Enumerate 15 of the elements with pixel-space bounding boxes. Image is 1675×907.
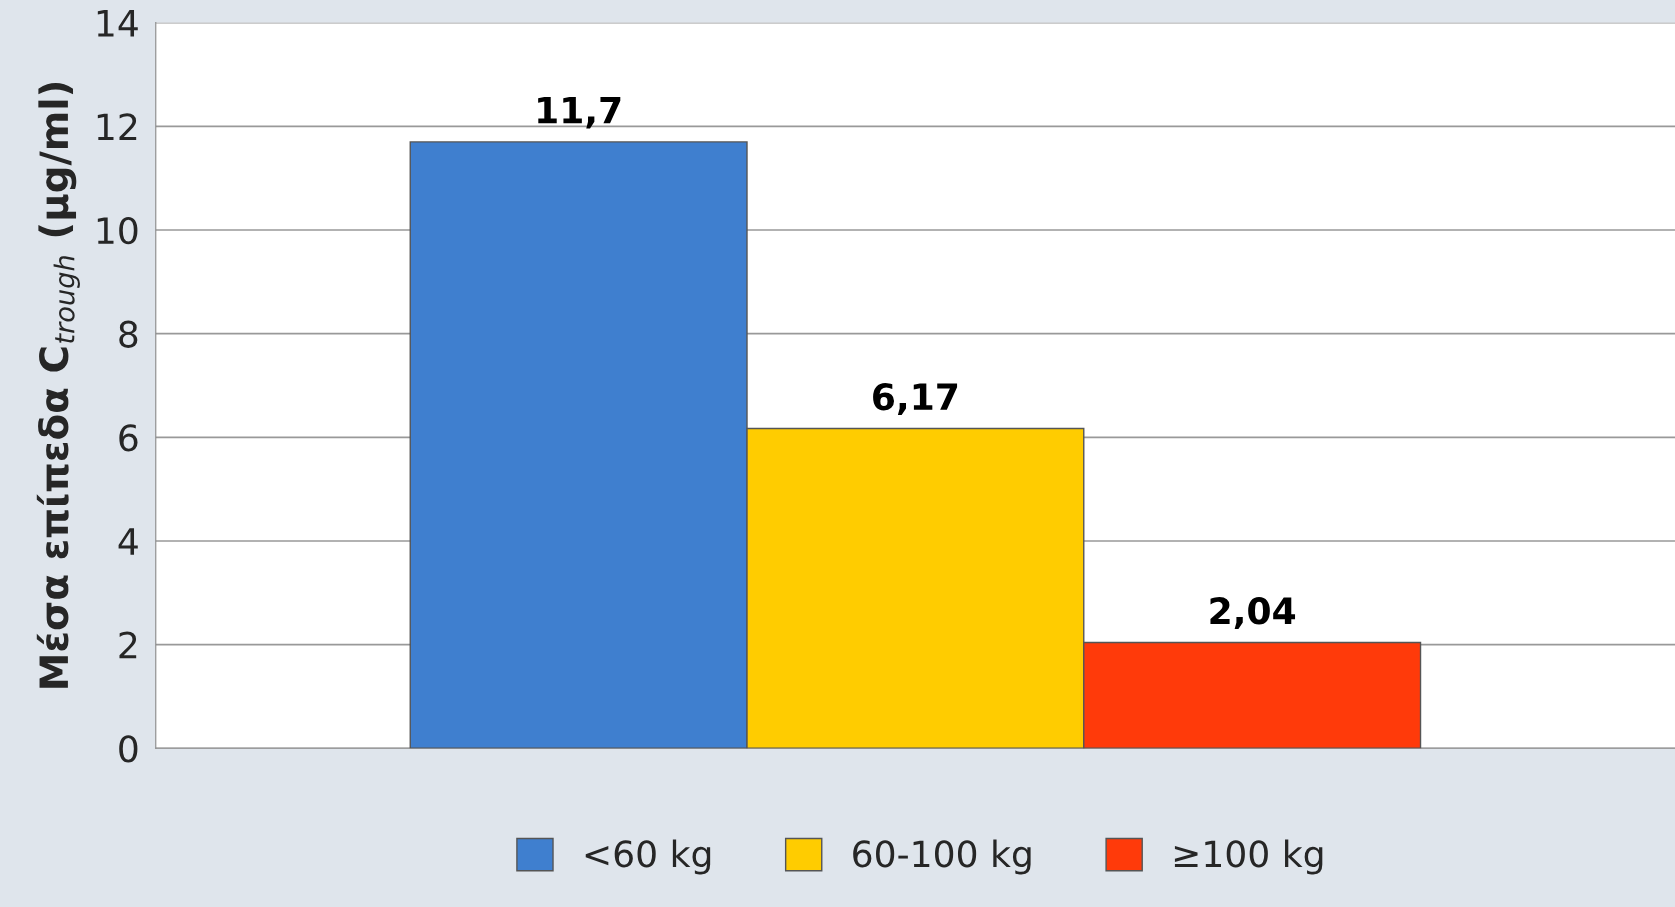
legend-label: <60 kg (585, 839, 711, 875)
y-axis-title: Μέσα επίπεδα C$_{trough}$ (μg/ml) (36, 82, 80, 688)
legend-label: ≥100 kg (1174, 839, 1323, 875)
data-label: 2,04 (1210, 597, 1296, 630)
y-tick-label: 2 (119, 631, 137, 659)
y-tick-label: 8 (119, 320, 138, 348)
data-label: 6,17 (873, 383, 958, 415)
y-tick-label: 12 (97, 113, 137, 141)
y-tick-label: 0 (119, 735, 138, 763)
y-tick-label: 4 (118, 528, 138, 555)
y-tick-label: 14 (97, 10, 138, 37)
legend-label: 60-100 kg (853, 839, 1031, 875)
y-tick-label: 6 (119, 424, 138, 452)
data-label: 11,7 (538, 96, 621, 129)
y-tick-label: 10 (97, 216, 138, 245)
